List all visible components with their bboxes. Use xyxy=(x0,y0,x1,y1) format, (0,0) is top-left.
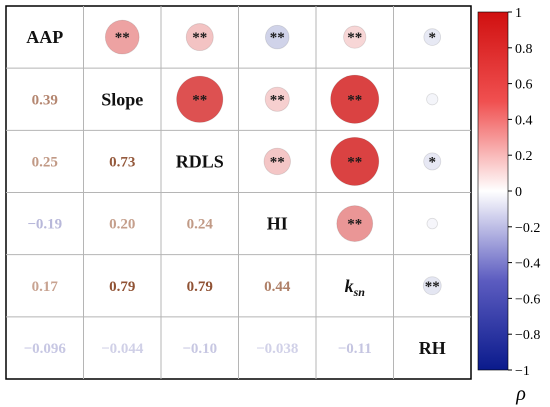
significance-marker: ** xyxy=(347,154,362,170)
significance-marker: ** xyxy=(192,30,207,46)
correlation-value: 0.25 xyxy=(32,154,58,170)
correlation-value: −0.044 xyxy=(101,341,144,357)
correlation-value: 0.20 xyxy=(109,217,135,233)
colorbar-tick-label: −1 xyxy=(515,364,530,379)
significance-marker: ** xyxy=(270,154,285,170)
correlation-circle xyxy=(330,136,380,186)
variable-label: RDLS xyxy=(176,151,224,171)
colorbar-tick-label: 0.2 xyxy=(515,149,533,164)
significance-marker: ** xyxy=(115,30,130,46)
significance-marker: ** xyxy=(270,92,285,108)
significance-marker: * xyxy=(429,154,437,170)
correlation-circle xyxy=(330,74,380,124)
variable-label: HI xyxy=(267,214,288,234)
correlation-circle xyxy=(104,19,140,55)
colorbar-tick-label: −0.6 xyxy=(515,292,540,307)
correlation-circle xyxy=(426,93,439,106)
variable-label: Slope xyxy=(101,89,143,109)
correlation-circle xyxy=(176,75,224,123)
correlation-value: 0.24 xyxy=(187,217,214,233)
significance-marker: ** xyxy=(192,92,207,108)
significance-marker: ** xyxy=(425,279,440,295)
colorbar-title: ρ xyxy=(515,383,526,405)
correlation-circle xyxy=(423,152,442,171)
colorbar-tick-label: −0.8 xyxy=(515,328,540,343)
correlation-value: −0.10 xyxy=(182,341,217,357)
correlation-circle xyxy=(343,25,367,49)
correlation-value: −0.11 xyxy=(338,341,372,357)
correlation-value: 0.79 xyxy=(187,279,213,295)
colorbar-tick-label: 0.6 xyxy=(515,78,533,93)
colorbar-tick-label: 0.8 xyxy=(515,42,533,57)
correlation-value: 0.73 xyxy=(109,154,135,170)
variable-label: AAP xyxy=(26,27,63,47)
correlation-value: 0.79 xyxy=(109,279,135,295)
variable-label: RH xyxy=(419,338,446,358)
correlation-value: −0.096 xyxy=(24,341,67,357)
significance-marker: ** xyxy=(347,30,362,46)
correlation-circle xyxy=(336,205,374,242)
correlation-value: 0.44 xyxy=(264,279,291,295)
significance-marker: * xyxy=(429,30,437,46)
correlation-circle xyxy=(423,28,442,46)
significance-marker: ** xyxy=(347,92,362,108)
significance-marker: ** xyxy=(270,30,285,46)
colorbar-tick-label: −0.2 xyxy=(515,221,540,236)
colorbar-tick-label: 0.4 xyxy=(515,113,533,128)
matrix-grid xyxy=(6,6,471,379)
correlation-circle xyxy=(264,86,290,112)
colorbar-tick-label: −0.4 xyxy=(515,257,540,272)
correlation-circle xyxy=(426,217,438,230)
colorbar xyxy=(477,11,509,371)
correlation-circle xyxy=(265,24,290,50)
correlation-value: −0.038 xyxy=(256,341,298,357)
matrix-cells: AAP ** ** ** ** *0.39 Slope ** ** **0.25 0.73 RDLS *… xyxy=(24,19,446,358)
variable-label-subscript: sn xyxy=(353,285,366,299)
significance-marker: ** xyxy=(347,217,362,233)
correlation-circle xyxy=(185,23,214,52)
colorbar-ticks: 1 0.8 0.6 0.4 0.2 0 −0.2 −0.4 −0.6 −0.8 −1 xyxy=(508,6,540,379)
correlation-value: 0.17 xyxy=(32,279,59,295)
correlation-value: −0.19 xyxy=(27,217,62,233)
correlation-value: 0.39 xyxy=(32,92,58,108)
colorbar-tick-label: 0 xyxy=(515,185,522,200)
correlation-circle xyxy=(422,276,442,296)
colorbar-tick-label: 1 xyxy=(515,6,522,21)
correlation-circle xyxy=(263,147,291,176)
